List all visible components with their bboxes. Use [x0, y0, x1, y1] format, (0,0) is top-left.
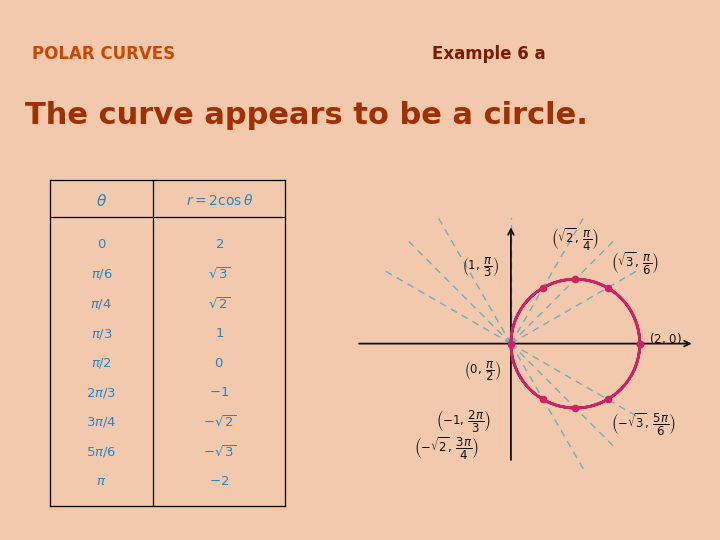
Text: Example 6 a: Example 6 a	[432, 45, 546, 63]
Text: $r = 2\cos\theta$: $r = 2\cos\theta$	[186, 193, 253, 208]
Text: $\sqrt{2}$: $\sqrt{2}$	[208, 296, 230, 312]
Text: $\pi/3$: $\pi/3$	[91, 327, 112, 341]
Text: $0$: $0$	[215, 356, 224, 369]
Text: $\left(-\sqrt{2},\,\dfrac{3\pi}{4}\right)$: $\left(-\sqrt{2},\,\dfrac{3\pi}{4}\right…	[414, 435, 479, 461]
Text: $2$: $2$	[215, 239, 224, 252]
Text: POLAR CURVES: POLAR CURVES	[32, 45, 176, 63]
Text: The curve appears to be a circle.: The curve appears to be a circle.	[25, 102, 588, 131]
Text: $\theta$: $\theta$	[96, 193, 107, 209]
Text: $5\pi/6$: $5\pi/6$	[86, 445, 117, 459]
Text: $1$: $1$	[215, 327, 224, 340]
Text: $0$: $0$	[96, 239, 107, 252]
Text: $\left(\sqrt{2},\,\dfrac{\pi}{4}\right)$: $\left(\sqrt{2},\,\dfrac{\pi}{4}\right)$	[552, 226, 599, 252]
Text: $\left(0,\,\dfrac{\pi}{2}\right)$: $\left(0,\,\dfrac{\pi}{2}\right)$	[464, 360, 501, 383]
Text: $-1$: $-1$	[209, 386, 230, 399]
Text: $(2,\,0)$: $(2,\,0)$	[649, 331, 683, 346]
Text: $2\pi/3$: $2\pi/3$	[86, 386, 117, 400]
Text: $-\sqrt{2}$: $-\sqrt{2}$	[202, 415, 236, 430]
Text: $-2$: $-2$	[209, 475, 229, 488]
Text: $\pi$: $\pi$	[96, 475, 107, 488]
Text: $\left(\sqrt{3},\,\dfrac{\pi}{6}\right)$: $\left(\sqrt{3},\,\dfrac{\pi}{6}\right)$	[611, 250, 659, 276]
Text: $-\sqrt{3}$: $-\sqrt{3}$	[202, 444, 236, 460]
Text: $3\pi/4$: $3\pi/4$	[86, 415, 117, 429]
Text: $\pi/2$: $\pi/2$	[91, 356, 112, 370]
Text: $\left(-1,\,\dfrac{2\pi}{3}\right)$: $\left(-1,\,\dfrac{2\pi}{3}\right)$	[436, 408, 492, 434]
Text: $\left(1,\,\dfrac{\pi}{3}\right)$: $\left(1,\,\dfrac{\pi}{3}\right)$	[462, 255, 500, 279]
Text: $\sqrt{3}$: $\sqrt{3}$	[208, 267, 230, 282]
Text: $\left(-\sqrt{3},\,\dfrac{5\pi}{6}\right)$: $\left(-\sqrt{3},\,\dfrac{5\pi}{6}\right…	[611, 411, 676, 437]
Text: $\pi/6$: $\pi/6$	[91, 267, 112, 281]
Text: $\pi/4$: $\pi/4$	[91, 297, 112, 311]
